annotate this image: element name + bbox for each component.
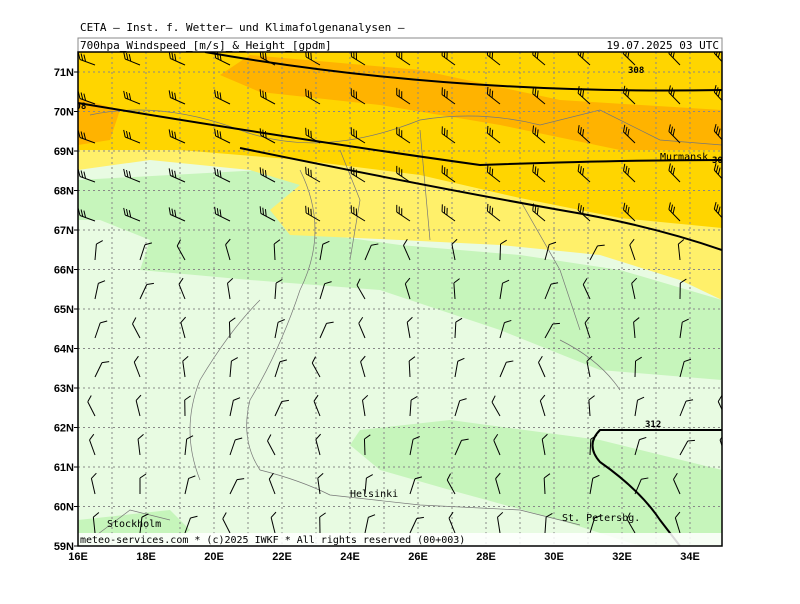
lat-label: 61N bbox=[54, 462, 74, 474]
barb-feather bbox=[724, 513, 730, 517]
barb-feather bbox=[731, 319, 738, 325]
lon-label: 30E bbox=[544, 551, 564, 563]
lat-label: 63N bbox=[54, 383, 74, 395]
lon-label: 32E bbox=[612, 551, 632, 563]
lat-label: 65N bbox=[54, 304, 74, 316]
contour-label: 308 bbox=[628, 66, 644, 76]
place-label: Helsinki bbox=[350, 489, 398, 500]
lon-label: 34E bbox=[680, 551, 700, 563]
place-label: Stockholm bbox=[107, 519, 161, 530]
valid-time: 19.07.2025 03 UTC bbox=[606, 39, 719, 52]
barb-shaft bbox=[725, 283, 729, 299]
barb-shaft bbox=[725, 244, 727, 260]
product: 700hpa_Windspeed_[m/s]_&_Height_[gpdm] bbox=[80, 39, 332, 52]
lon-label: 16E bbox=[68, 551, 88, 563]
barb-shaft bbox=[229, 322, 230, 338]
barb-shaft bbox=[635, 361, 636, 377]
wind-barb bbox=[725, 280, 736, 301]
barb-shaft bbox=[724, 517, 725, 533]
lat-label: 60N bbox=[54, 502, 74, 514]
institute: CETA – Inst. f. Wetter– und Klimafolgena… bbox=[80, 21, 405, 34]
lon-label: 28E bbox=[476, 551, 496, 563]
barb-feather bbox=[733, 359, 740, 365]
lon-label: 20E bbox=[204, 551, 224, 563]
place-label: Murmansk bbox=[660, 152, 708, 163]
wind-barb bbox=[725, 359, 740, 379]
barb-shaft bbox=[364, 439, 365, 455]
wind-barb bbox=[724, 513, 731, 533]
wind-barb bbox=[725, 319, 738, 340]
footer: meteo-services.com * (c)2025 IWKF * All … bbox=[80, 535, 465, 546]
lat-label: 66N bbox=[54, 265, 74, 277]
lat-label: 67N bbox=[54, 225, 74, 237]
lon-label: 18E bbox=[136, 551, 156, 563]
lat-label: 71N bbox=[54, 67, 74, 79]
wind-barb bbox=[725, 240, 733, 261]
barb-feather bbox=[727, 240, 733, 245]
barb-shaft bbox=[500, 244, 501, 260]
barb-shaft bbox=[725, 323, 731, 338]
lon-label: 26E bbox=[408, 551, 428, 563]
lat-label: 64N bbox=[54, 344, 74, 356]
lat-label: 70N bbox=[54, 107, 74, 119]
lat-label: 62N bbox=[54, 423, 74, 435]
contour-label: 30 bbox=[712, 156, 723, 166]
map-area: 308 308 30 312 Murmansk Helsinki Stockho… bbox=[70, 46, 740, 546]
barb-feather bbox=[729, 280, 736, 285]
lat-label: 68N bbox=[54, 186, 74, 198]
lat-label: 69N bbox=[54, 146, 74, 158]
place-label: St. Petersbg. bbox=[562, 513, 640, 524]
barb-shaft bbox=[725, 363, 733, 377]
lon-label: 22E bbox=[272, 551, 292, 563]
contour-label: 312 bbox=[645, 420, 661, 430]
lon-label: 24E bbox=[340, 551, 360, 563]
